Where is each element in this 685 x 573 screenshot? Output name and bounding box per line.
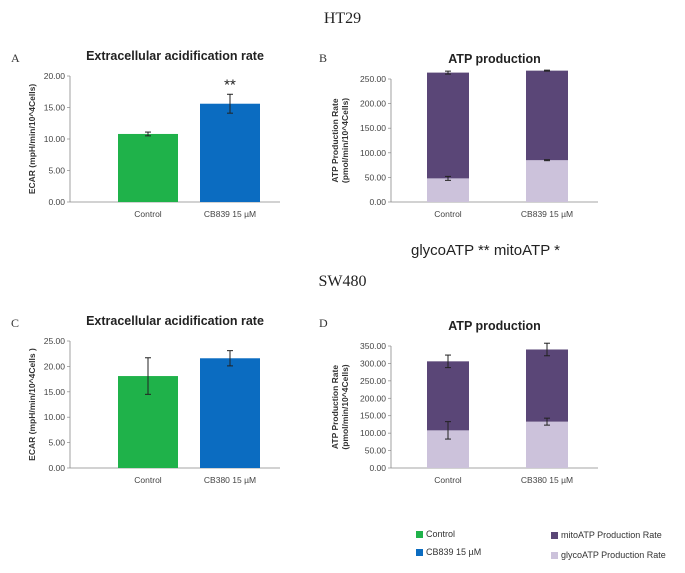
y-axis-label: ECAR (mpH/min/10^4Cells ): [27, 348, 37, 461]
legend-mito: mitoATP Production Rate: [551, 530, 662, 540]
y-tick-label: 15.00: [44, 387, 66, 397]
panel-letter-a: A: [11, 51, 20, 65]
y-axis-label-line1: ATP Production Rate: [330, 365, 340, 449]
y-tick-label: 150.00: [360, 123, 386, 133]
legend-glyco: glycoATP Production Rate: [551, 550, 666, 560]
y-tick-label: 25.00: [44, 336, 66, 346]
bar-segment-mito: [526, 349, 568, 422]
y-tick-label: 20.00: [44, 71, 66, 81]
y-tick-label: 50.00: [365, 446, 387, 456]
y-tick-label: 250.00: [360, 376, 386, 386]
section-title-ht29: HT29: [323, 10, 362, 27]
y-tick-label: 200.00: [360, 393, 386, 403]
y-tick-label: 300.00: [360, 358, 386, 368]
chart-title: Extracellular acidification rate: [86, 49, 264, 63]
bar-segment-glyco: [526, 421, 568, 468]
x-category-label: Control: [434, 209, 462, 219]
legend-swatch-mito: [551, 531, 558, 539]
y-tick-label: 250.00: [360, 74, 386, 84]
bar-segment-glyco: [427, 178, 469, 202]
legend-control: Control: [416, 529, 455, 539]
chart-title: Extracellular acidification rate: [86, 314, 264, 328]
y-tick-label: 200.00: [360, 99, 386, 109]
y-tick-label: 0.00: [369, 463, 386, 473]
bar-segment-mito: [427, 361, 469, 431]
legend-swatch-control: [416, 530, 423, 538]
y-tick-label: 0.00: [48, 463, 65, 473]
x-category-label: CB380 15 µM: [204, 475, 256, 485]
y-tick-label: 20.00: [44, 361, 66, 371]
chart-d-atp-sw480: ATP production 0.00 50.00 100.00 150.00 200.0…: [330, 319, 598, 485]
legend-label-treated: CB839 15 µM: [426, 547, 482, 557]
chart-c-ecar-sw480: Extracellular acidification rate 0.00 5.00…: [27, 314, 280, 485]
panel-letter-c: C: [11, 316, 20, 330]
y-tick-label: 350.00: [360, 341, 386, 351]
y-tick-label: 100.00: [360, 148, 386, 158]
legend-swatch-treated: [416, 548, 423, 556]
y-tick-label: 50.00: [365, 172, 387, 182]
bar-treated: [200, 103, 260, 202]
chart-a-ecar-ht29: Extracellular acidification rate 0.00 5.00…: [27, 49, 280, 219]
significance-annotation: glycoATP ** mitoATP *: [411, 242, 560, 259]
legend-label-glyco: glycoATP Production Rate: [561, 550, 666, 560]
x-category-label: Control: [134, 209, 162, 219]
y-tick-label: 100.00: [360, 428, 386, 438]
y-tick-label: 0.00: [369, 197, 386, 207]
bar-segment-mito: [427, 72, 469, 179]
legend-label-control: Control: [426, 529, 456, 539]
y-axis-label-line1: ATP Production Rate: [330, 98, 340, 182]
y-tick-label: 5.00: [48, 166, 65, 176]
y-axis-label-line2: (pmol/min/10^4Cells): [340, 98, 350, 183]
bar-control: [118, 133, 178, 202]
x-category-label: CB839 15 µM: [204, 209, 256, 219]
bar-treated: [200, 358, 260, 468]
x-category-label: Control: [134, 475, 162, 485]
significance-mark: **: [224, 76, 236, 93]
y-axis-label: ECAR (mpH/min/10^4Cells): [27, 84, 37, 194]
y-tick-label: 15.00: [44, 103, 66, 113]
chart-title: ATP production: [448, 52, 541, 66]
bar-segment-mito: [526, 70, 568, 161]
x-category-label: Control: [434, 475, 462, 485]
chart-b-atp-ht29: ATP production 0.00 50.00 100.00 150.00 200.0…: [330, 52, 598, 219]
bar-segment-glyco: [526, 160, 568, 202]
y-tick-label: 0.00: [48, 197, 65, 207]
legend-label-mito: mitoATP Production Rate: [561, 530, 662, 540]
x-category-label: CB380 15 µM: [521, 475, 573, 485]
panel-letter-d: D: [319, 316, 328, 330]
chart-title: ATP production: [448, 319, 541, 333]
y-tick-label: 5.00: [48, 438, 65, 448]
y-tick-label: 10.00: [44, 134, 66, 144]
section-title-sw480: SW480: [318, 273, 367, 290]
legend-swatch-glyco: [551, 551, 558, 559]
y-axis-label-line2: (pmol/min/10^4Cells): [340, 364, 350, 449]
x-category-label: CB839 15 µM: [521, 209, 573, 219]
panel-letter-b: B: [319, 51, 328, 65]
y-tick-label: 10.00: [44, 412, 66, 422]
legend-treated: CB839 15 µM: [416, 547, 481, 557]
y-tick-label: 150.00: [360, 411, 386, 421]
